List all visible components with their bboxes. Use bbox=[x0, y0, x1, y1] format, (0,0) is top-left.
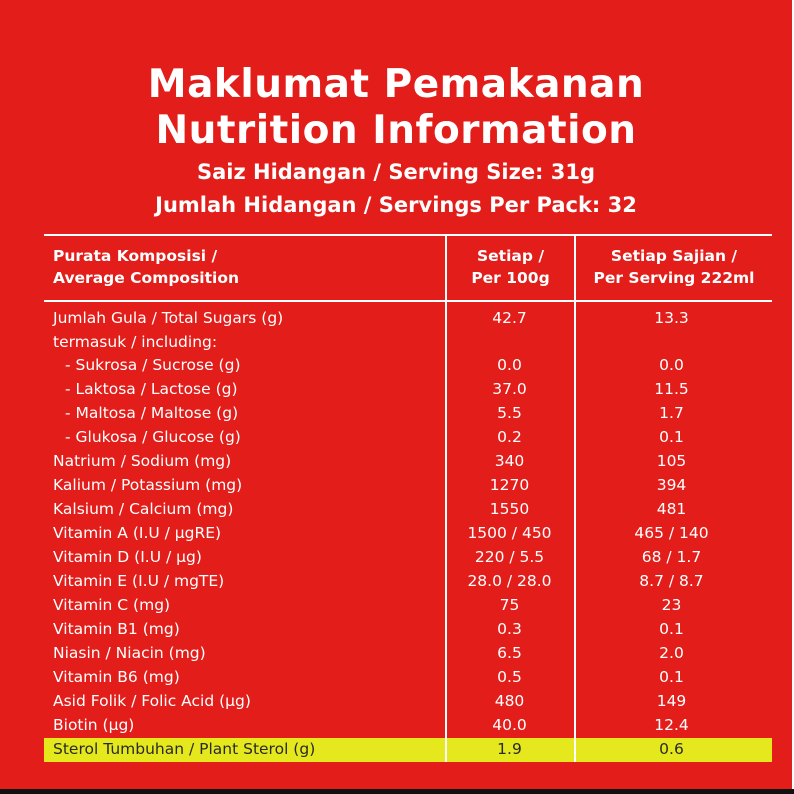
row-per100: 0.2 bbox=[497, 428, 522, 446]
column-divider-1 bbox=[445, 234, 447, 738]
table-row: Vitamin A (I.U / µgRE) 1500 / 450 465 / … bbox=[44, 522, 772, 546]
row-per100: 1.9 bbox=[497, 740, 522, 758]
row-per100: 6.5 bbox=[497, 644, 522, 662]
row-name: Asid Folik / Folic Acid (µg) bbox=[53, 692, 251, 710]
row-per100: 42.7 bbox=[492, 309, 527, 327]
row-serving: 8.7 / 8.7 bbox=[639, 572, 704, 590]
row-serving: 2.0 bbox=[659, 644, 684, 662]
header-serving-line2: Per Serving 222ml bbox=[593, 269, 755, 287]
row-name: - Sukrosa / Sucrose (g) bbox=[65, 356, 241, 374]
row-per100: 37.0 bbox=[492, 380, 527, 398]
bottom-edge bbox=[0, 789, 794, 794]
row-serving: 13.3 bbox=[654, 309, 689, 327]
row-name: Vitamin D (I.U / µg) bbox=[53, 548, 202, 566]
table-row: Kalium / Potassium (mg) 1270 394 bbox=[44, 474, 772, 498]
serving-size: Saiz Hidangan / Serving Size: 31g bbox=[196, 160, 596, 184]
table-row: - Laktosa / Lactose (g) 37.0 11.5 bbox=[44, 378, 772, 402]
row-per100: 40.0 bbox=[492, 716, 527, 734]
row-name: Niasin / Niacin (mg) bbox=[53, 644, 206, 662]
row-name: Vitamin A (I.U / µgRE) bbox=[53, 524, 222, 542]
row-per100: 1550 bbox=[489, 500, 530, 518]
table-row: Natrium / Sodium (mg) 340 105 bbox=[44, 450, 772, 474]
row-serving: 149 bbox=[656, 692, 687, 710]
table-row: Kalsium / Calcium (mg) 1550 481 bbox=[44, 498, 772, 522]
row-serving: 0.6 bbox=[659, 740, 684, 758]
table-top-rule bbox=[44, 234, 772, 236]
row-name: Kalium / Potassium (mg) bbox=[53, 476, 243, 494]
row-serving: 0.1 bbox=[659, 620, 684, 638]
header-per-100g: Setiap / Per 100g bbox=[447, 245, 574, 289]
row-name: Vitamin E (I.U / mgTE) bbox=[53, 572, 225, 590]
row-name: Vitamin C (mg) bbox=[53, 596, 171, 614]
row-name: - Glukosa / Glucose (g) bbox=[65, 428, 241, 446]
header-bottom-rule bbox=[44, 300, 772, 302]
row-serving: 12.4 bbox=[654, 716, 689, 734]
table-row: Vitamin D (I.U / µg) 220 / 5.5 68 / 1.7 bbox=[44, 546, 772, 570]
title-malay: Maklumat Pemakanan bbox=[147, 62, 645, 107]
header-serving-line1: Setiap Sajian / bbox=[610, 247, 738, 265]
row-serving: 105 bbox=[656, 452, 687, 470]
table-row: Biotin (µg) 40.0 12.4 bbox=[44, 714, 772, 738]
table-row: Vitamin B6 (mg) 0.5 0.1 bbox=[44, 666, 772, 690]
servings-per-pack: Jumlah Hidangan / Servings Per Pack: 32 bbox=[155, 193, 637, 217]
header-per100-line1: Setiap / bbox=[476, 247, 544, 265]
row-per100: 1270 bbox=[489, 476, 530, 494]
table-row: Vitamin B1 (mg) 0.3 0.1 bbox=[44, 618, 772, 642]
row-per100: 1500 / 450 bbox=[467, 524, 552, 542]
header-composition: Purata Komposisi / Average Composition bbox=[53, 245, 239, 289]
row-serving: 11.5 bbox=[654, 380, 689, 398]
row-name: - Maltosa / Maltose (g) bbox=[65, 404, 239, 422]
row-per100: 340 bbox=[494, 452, 525, 470]
table-row: Vitamin C (mg) 75 23 bbox=[44, 594, 772, 618]
highlighted-row-plant-sterol: Sterol Tumbuhan / Plant Sterol (g) 1.9 0… bbox=[44, 738, 772, 762]
row-name: Biotin (µg) bbox=[53, 716, 135, 734]
row-name: Jumlah Gula / Total Sugars (g) bbox=[53, 309, 284, 327]
row-name: Natrium / Sodium (mg) bbox=[53, 452, 232, 470]
row-per100: 75 bbox=[499, 596, 520, 614]
row-name: termasuk / including: bbox=[53, 333, 218, 351]
row-name: - Laktosa / Lactose (g) bbox=[65, 380, 238, 398]
table-row: - Maltosa / Maltose (g) 5.5 1.7 bbox=[44, 402, 772, 426]
row-serving: 23 bbox=[661, 596, 682, 614]
row-per100: 0.5 bbox=[497, 668, 522, 686]
row-name: Vitamin B1 (mg) bbox=[53, 620, 180, 638]
table-row: - Sukrosa / Sucrose (g) 0.0 0.0 bbox=[44, 354, 772, 378]
row-per100: 5.5 bbox=[497, 404, 522, 422]
column-divider-2 bbox=[574, 234, 576, 738]
row-name: Sterol Tumbuhan / Plant Sterol (g) bbox=[53, 740, 316, 758]
table-row: Niasin / Niacin (mg) 6.5 2.0 bbox=[44, 642, 772, 666]
table-row: termasuk / including: bbox=[44, 331, 772, 355]
header-composition-line2: Average Composition bbox=[53, 269, 240, 287]
row-per100: 0.3 bbox=[497, 620, 522, 638]
row-per100: 0.0 bbox=[497, 356, 522, 374]
table-row: - Glukosa / Glucose (g) 0.2 0.1 bbox=[44, 426, 772, 450]
row-per100: 28.0 / 28.0 bbox=[467, 572, 552, 590]
row-serving: 0.0 bbox=[659, 356, 684, 374]
row-per100: 220 / 5.5 bbox=[474, 548, 545, 566]
highlight-divider-2 bbox=[574, 738, 576, 762]
highlight-divider-1 bbox=[445, 738, 447, 762]
row-serving: 1.7 bbox=[659, 404, 684, 422]
row-serving: 0.1 bbox=[659, 668, 684, 686]
row-serving: 394 bbox=[656, 476, 687, 494]
header-composition-line1: Purata Komposisi / bbox=[53, 247, 218, 265]
row-serving: 481 bbox=[656, 500, 687, 518]
header-per-serving: Setiap Sajian / Per Serving 222ml bbox=[576, 245, 772, 289]
row-serving: 465 / 140 bbox=[634, 524, 709, 542]
row-serving: 68 / 1.7 bbox=[641, 548, 702, 566]
header-per100-line2: Per 100g bbox=[471, 269, 550, 287]
table-row: Vitamin E (I.U / mgTE) 28.0 / 28.0 8.7 /… bbox=[44, 570, 772, 594]
row-serving: 0.1 bbox=[659, 428, 684, 446]
table-row: Jumlah Gula / Total Sugars (g) 42.7 13.3 bbox=[44, 307, 772, 331]
row-name: Vitamin B6 (mg) bbox=[53, 668, 180, 686]
table-row: Asid Folik / Folic Acid (µg) 480 149 bbox=[44, 690, 772, 714]
row-name: Kalsium / Calcium (mg) bbox=[53, 500, 234, 518]
title-english: Nutrition Information bbox=[155, 108, 637, 153]
row-per100: 480 bbox=[494, 692, 525, 710]
